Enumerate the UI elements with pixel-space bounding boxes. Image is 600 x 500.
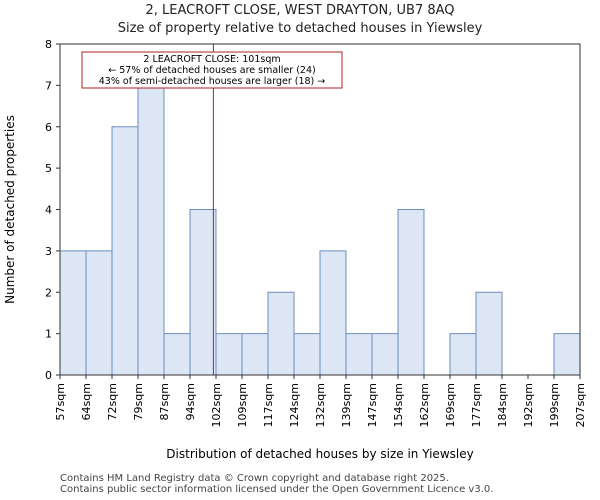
bar-177sqm — [475, 291, 503, 376]
y-tick-label: 8 — [45, 38, 52, 51]
x-tick-label: 64sqm — [80, 383, 93, 420]
bars-group — [59, 84, 581, 376]
x-tick-label: 184sqm — [496, 383, 509, 427]
y-tick-label: 4 — [45, 204, 52, 217]
x-axis-label: Distribution of detached houses by size … — [166, 447, 473, 461]
x-tick-label: 139sqm — [340, 383, 353, 427]
x-tick-label: 57sqm — [54, 383, 67, 420]
bar-124sqm — [293, 333, 321, 376]
bar-199sqm — [553, 333, 581, 376]
x-tick-label: 87sqm — [158, 383, 171, 420]
x-tick-label: 192sqm — [522, 383, 535, 427]
y-axis-label: Number of detached properties — [3, 115, 17, 304]
chart-title: 2, LEACROFT CLOSE, WEST DRAYTON, UB7 8AQ — [145, 3, 455, 18]
bar-154sqm — [397, 209, 425, 376]
x-tick-label: 132sqm — [314, 383, 327, 427]
bar-64sqm — [85, 250, 113, 376]
x-tick-label: 79sqm — [132, 383, 145, 420]
y-tick-label: 1 — [45, 328, 52, 341]
bar-132sqm — [319, 250, 347, 376]
bar-109sqm — [241, 333, 269, 376]
bar-72sqm — [111, 126, 139, 376]
x-tick-label: 177sqm — [470, 383, 483, 427]
bar-102sqm — [215, 333, 243, 376]
x-axis: 57sqm 64sqm 72sqm 79sqm 87sqm 94sqm 102sqm 109s… — [54, 375, 587, 427]
x-tick-label: 154sqm — [392, 383, 405, 427]
bar-87sqm — [163, 333, 191, 376]
x-tick-label: 94sqm — [184, 383, 197, 420]
x-tick-label: 169sqm — [444, 383, 457, 427]
x-tick-label: 124sqm — [288, 383, 301, 427]
bar-57sqm — [59, 250, 87, 376]
y-tick-label: 0 — [45, 369, 52, 382]
bar-117sqm — [267, 291, 295, 376]
x-tick-label: 117sqm — [262, 383, 275, 427]
bar-chart: 0 1 2 3 4 5 6 7 8 57sqm 64sqm 72sqm 79sqm 87sqm 94sqm… — [3, 38, 587, 461]
y-tick-label: 6 — [45, 121, 52, 134]
x-tick-label: 207sqm — [574, 383, 587, 427]
plot-frame — [59, 43, 581, 376]
annotation-line-2: ← 57% of detached houses are smaller (24… — [108, 65, 315, 76]
footer-line-1: Contains HM Land Registry data © Crown c… — [60, 473, 449, 484]
chart-subtitle: Size of property relative to detached ho… — [117, 21, 483, 36]
bar-147sqm — [371, 333, 399, 376]
footer-line-2: Contains public sector information licen… — [60, 484, 494, 495]
y-tick-label: 3 — [45, 245, 52, 258]
annotation-box: 2 LEACROFT CLOSE: 101sqm ← 57% of detach… — [81, 51, 343, 89]
x-tick-label: 162sqm — [418, 383, 431, 427]
y-tick-label: 7 — [45, 79, 52, 92]
bar-139sqm — [345, 333, 373, 376]
bar-79sqm — [137, 84, 165, 376]
x-tick-label: 109sqm — [236, 383, 249, 427]
bar-169sqm — [449, 333, 477, 376]
x-tick-label: 199sqm — [548, 383, 561, 427]
annotation-line-3: 43% of semi-detached houses are larger (… — [99, 76, 326, 87]
bar-94sqm — [189, 209, 217, 376]
y-axis: 0 1 2 3 4 5 6 7 8 — [45, 38, 60, 382]
x-tick-label: 147sqm — [366, 383, 379, 427]
x-tick-label: 102sqm — [210, 383, 223, 427]
annotation-line-1: 2 LEACROFT CLOSE: 101sqm — [143, 54, 280, 65]
x-tick-label: 72sqm — [106, 383, 119, 420]
y-tick-label: 2 — [45, 286, 52, 299]
y-tick-label: 5 — [45, 162, 52, 175]
